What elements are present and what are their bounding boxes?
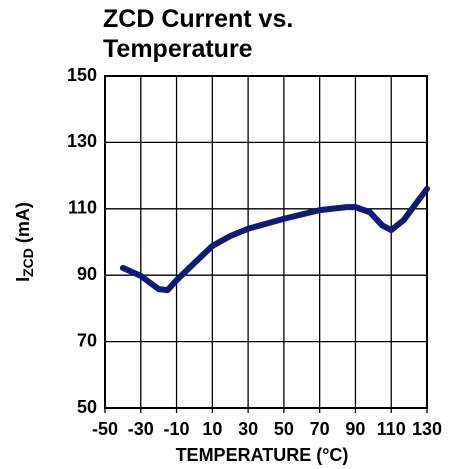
x-tick-label: 30 [238,419,258,439]
y-tick-label: 110 [68,198,97,218]
y-label-unit: (mA) [13,202,33,248]
x-tick-label: 110 [377,419,406,439]
x-tick-label: 10 [202,419,222,439]
x-axis-label: TEMPERATURE (°C) [176,445,349,465]
x-tick-label: -30 [128,419,154,439]
y-tick-label: 50 [77,397,97,417]
x-tick-label: 130 [412,419,442,439]
y-label-main: I [13,277,33,282]
x-tick-label: -10 [164,419,190,439]
x-tick-label: 50 [274,419,294,439]
x-tick-label: 70 [310,419,330,439]
data-line [119,185,430,294]
y-tick-label: 150 [67,65,97,85]
chart-title: ZCD Current vs. Temperature [103,5,294,63]
y-label-sub: ZCD [20,248,36,277]
y-tick-label: 130 [67,131,97,151]
y-tick-label: 70 [77,330,97,350]
x-tick-label: 90 [345,419,365,439]
plot-frame [104,75,428,409]
y-axis-label: IZCD (mA) [13,202,36,282]
y-tick-label: 90 [77,264,97,284]
x-tick-label: -50 [92,419,118,439]
